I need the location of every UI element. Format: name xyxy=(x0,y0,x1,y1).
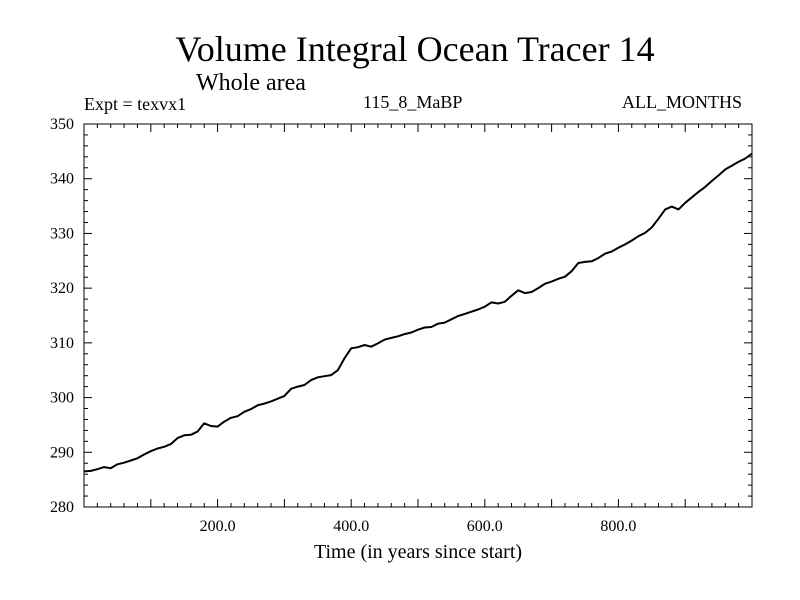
y-tick-label: 320 xyxy=(50,280,74,297)
experiment-label: Expt = texvx1 xyxy=(84,94,187,114)
x-axis-label: Time (in years since start) xyxy=(314,541,522,563)
months-label: ALL_MONTHS xyxy=(622,92,742,112)
run-label: 115_8_MaBP xyxy=(363,92,463,112)
chart-title: Volume Integral Ocean Tracer 14 xyxy=(175,29,655,69)
y-tick-label: 290 xyxy=(50,444,74,461)
y-tick-label: 310 xyxy=(50,335,74,352)
chart-subtitle: Whole area xyxy=(196,70,306,96)
y-tick-label: 300 xyxy=(50,390,74,407)
x-tick-label: 600.0 xyxy=(467,518,503,535)
y-tick-label: 330 xyxy=(50,225,74,242)
series-layer xyxy=(83,152,753,473)
series-line xyxy=(83,152,753,473)
tick-labels: 200.0 400.0 600.0 800.0 280 290 300 310 320 330 34… xyxy=(50,116,636,535)
x-tick-label: 200.0 xyxy=(200,518,236,535)
plot-frame xyxy=(83,123,753,508)
y-tick-label: 280 xyxy=(50,499,74,516)
x-tick-label: 800.0 xyxy=(600,518,636,535)
y-tick-label: 350 xyxy=(50,116,74,133)
x-tick-label: 400.0 xyxy=(333,518,369,535)
axis-ticks xyxy=(84,124,752,507)
y-tick-label: 340 xyxy=(50,171,74,188)
